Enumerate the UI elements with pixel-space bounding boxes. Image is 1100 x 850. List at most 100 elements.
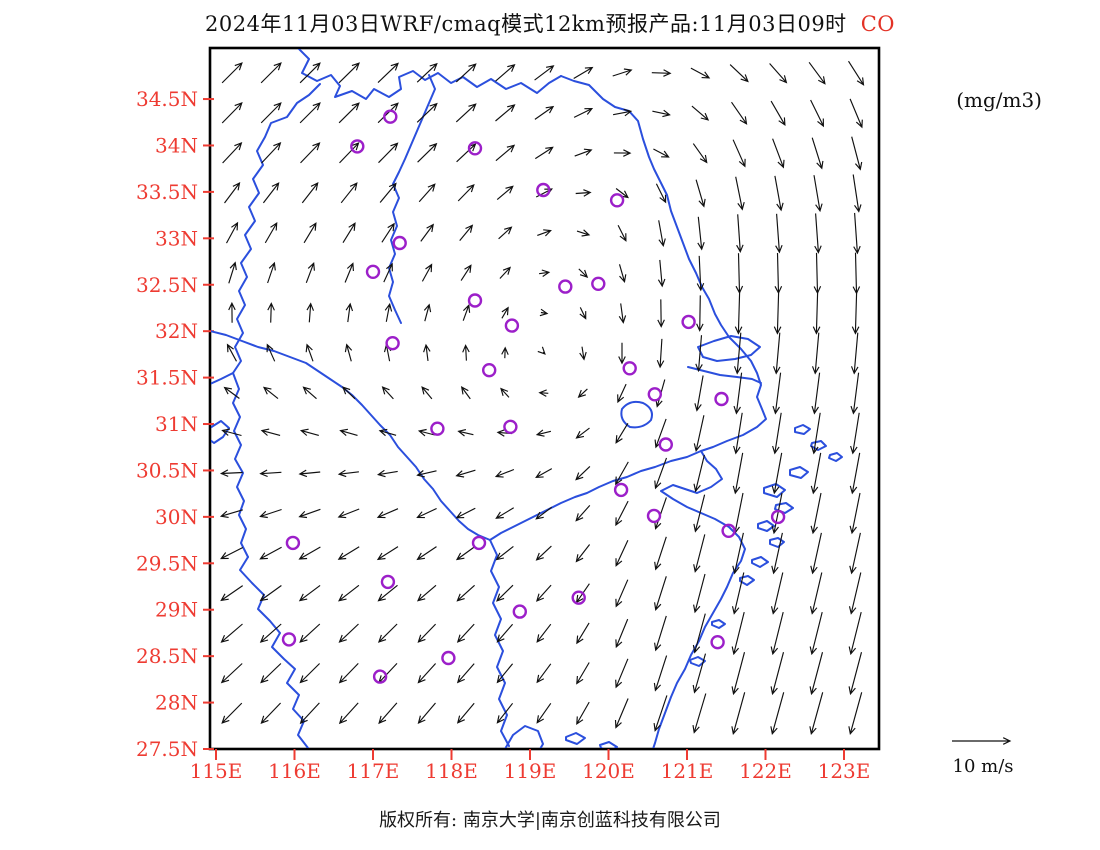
wind-vector bbox=[615, 618, 629, 649]
wind-vector bbox=[535, 429, 552, 437]
wind-vector bbox=[692, 143, 708, 164]
wind-vector bbox=[456, 623, 475, 643]
wind-vector bbox=[693, 494, 706, 533]
wind-vector bbox=[811, 332, 820, 375]
wind-vector bbox=[812, 292, 821, 335]
longitude-tick-label: 122E bbox=[739, 759, 792, 783]
wind-vector bbox=[418, 183, 436, 203]
wind-vector bbox=[377, 62, 399, 84]
wind-vector bbox=[654, 536, 667, 571]
wind-vector bbox=[260, 62, 282, 84]
latitude-axis: 34.5N 34N 33.5N 33N 32.5N 32N 31.5N 31N 30.5N 30N… bbox=[136, 87, 214, 761]
station-marker bbox=[392, 235, 407, 251]
wind-vector bbox=[378, 142, 399, 164]
wind-vector-field bbox=[219, 60, 865, 735]
station-marker bbox=[571, 590, 586, 605]
boundary-path bbox=[739, 575, 755, 586]
latitude-tick-label: 32N bbox=[155, 319, 198, 343]
wind-vector bbox=[731, 572, 745, 615]
wind-vector bbox=[536, 623, 552, 643]
wind-vector bbox=[338, 584, 360, 602]
wind-vector bbox=[810, 99, 824, 128]
boundary-path bbox=[232, 83, 321, 558]
wind-vector bbox=[457, 184, 475, 202]
wind-vector bbox=[849, 532, 861, 575]
wind-vector bbox=[809, 692, 824, 735]
wind-vector bbox=[264, 221, 278, 244]
station-marker bbox=[591, 276, 606, 291]
wind-vector bbox=[337, 508, 360, 519]
boundary-path bbox=[810, 440, 827, 451]
wind-vector bbox=[851, 292, 860, 335]
latitude-tick-label: 30N bbox=[155, 505, 198, 529]
wind-vector bbox=[266, 343, 276, 362]
wind-vector bbox=[653, 148, 670, 158]
wind-vector bbox=[220, 546, 244, 560]
wind-vector bbox=[495, 507, 514, 519]
wind-vector bbox=[731, 611, 745, 656]
wind-vector bbox=[267, 261, 276, 284]
title-text: 2024年11月03日WRF/cmaq模式12km预报产品:11月03日09时 bbox=[205, 12, 847, 36]
wind-vector bbox=[810, 492, 822, 535]
wind-vector bbox=[809, 611, 823, 656]
station-marker bbox=[504, 318, 520, 333]
wind-vector bbox=[496, 623, 514, 643]
boundary-path bbox=[565, 732, 586, 745]
wind-vector bbox=[460, 264, 472, 281]
wind-vector bbox=[655, 183, 667, 204]
wind-vector bbox=[495, 104, 516, 122]
wind-vector bbox=[696, 295, 704, 332]
wind-vector bbox=[808, 61, 826, 85]
wind-vector bbox=[261, 142, 282, 164]
wind-vector bbox=[848, 611, 862, 656]
wind-vector bbox=[220, 663, 243, 684]
station-marker bbox=[441, 650, 456, 666]
boundary-path bbox=[211, 372, 234, 385]
wind-vector bbox=[298, 469, 321, 478]
wind-vector bbox=[260, 702, 282, 724]
latitude-tick-label: 29N bbox=[155, 598, 198, 622]
wind-vector bbox=[495, 545, 514, 561]
wind-vector bbox=[614, 698, 629, 729]
wind-vector bbox=[849, 98, 863, 129]
wind-vector bbox=[849, 492, 861, 535]
wind-vector bbox=[535, 545, 552, 561]
wind-vector bbox=[729, 64, 749, 83]
wind-vector bbox=[299, 62, 321, 84]
wind-vector bbox=[267, 302, 275, 323]
boundary-path bbox=[211, 420, 230, 444]
station-marker bbox=[512, 604, 527, 619]
wind-vector bbox=[417, 142, 438, 163]
wind-vector bbox=[618, 264, 627, 283]
wind-vector bbox=[736, 214, 744, 254]
wind-vector bbox=[260, 663, 282, 684]
wind-vector bbox=[539, 269, 551, 277]
wind-vector bbox=[459, 224, 474, 241]
wind-vector bbox=[579, 307, 587, 320]
wind-vector bbox=[298, 584, 321, 602]
wind-vector bbox=[656, 338, 665, 369]
wind-vector bbox=[693, 573, 706, 614]
wind-vector bbox=[539, 308, 549, 317]
wind-vector bbox=[693, 454, 705, 493]
wind-vector bbox=[383, 262, 393, 283]
latitude-tick-label: 27.5N bbox=[136, 737, 198, 761]
boundary-path bbox=[789, 466, 809, 479]
wind-vector bbox=[575, 505, 591, 522]
wind-vector bbox=[952, 737, 1012, 745]
boundary-path bbox=[763, 483, 786, 498]
wind-vector bbox=[377, 102, 399, 124]
wind-vector bbox=[853, 212, 861, 255]
wind-vector bbox=[574, 148, 593, 157]
wind-vector bbox=[772, 372, 782, 415]
wind-vector bbox=[299, 702, 320, 725]
boundary-path bbox=[689, 656, 706, 667]
wind-vector bbox=[769, 63, 788, 84]
wind-vector bbox=[379, 182, 397, 203]
station-marker bbox=[658, 437, 673, 452]
wind-vector bbox=[338, 662, 359, 684]
wind-vector bbox=[228, 261, 237, 284]
wind-vector bbox=[732, 532, 744, 575]
wind-vector bbox=[416, 62, 438, 83]
wind-vector bbox=[733, 332, 742, 375]
